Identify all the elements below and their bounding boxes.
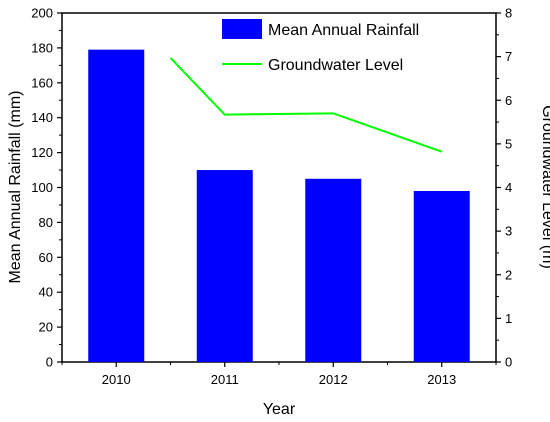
y-left-tick-label-100: 100 <box>31 180 53 195</box>
y-right-tick-label-8: 8 <box>505 6 512 21</box>
groundwater-line <box>169 57 443 153</box>
x-tick-label-2013: 2013 <box>427 372 456 387</box>
y-right-tick-label-5: 5 <box>505 136 512 151</box>
bar-2011 <box>196 170 253 362</box>
legend-label-groundwater: Groundwater Level <box>268 57 403 74</box>
legend-swatch-rainfall <box>222 19 262 39</box>
bars-layer <box>88 49 470 363</box>
y-left-tick-label-200: 200 <box>31 6 53 21</box>
y-right-tick-label-3: 3 <box>505 224 512 239</box>
y-left-tick-label-80: 80 <box>39 215 53 230</box>
bar-2013 <box>413 190 470 362</box>
y-left-tick-label-60: 60 <box>39 250 53 265</box>
line-layer <box>169 57 443 153</box>
x-tick-label-2010: 2010 <box>102 372 131 387</box>
y-right-tick-label-0: 0 <box>505 355 512 370</box>
x-axis-title: Year <box>263 401 296 418</box>
y-right-tick-label-1: 1 <box>505 311 512 326</box>
y-left-tick-label-120: 120 <box>31 145 53 160</box>
y-left-axis-title: Mean Annual Rainfall (mm) <box>7 91 24 284</box>
legend: Mean Annual Rainfall Groundwater Level <box>222 19 419 74</box>
y-left-tick-label-20: 20 <box>39 320 53 335</box>
y-left-tick-label-140: 140 <box>31 110 53 125</box>
y-left-tick-label-180: 180 <box>31 40 53 55</box>
x-tick-label-2012: 2012 <box>319 372 348 387</box>
x-tick-label-2011: 2011 <box>211 372 239 387</box>
legend-label-rainfall: Mean Annual Rainfall <box>268 22 419 39</box>
y-left-tick-label-40: 40 <box>39 285 53 300</box>
axes-layer: 0 20 40 60 80 100 120 140 160 180 200 0 1 2 3 4 5 6 7 8 2010… <box>31 6 512 388</box>
y-right-tick-label-2: 2 <box>505 267 512 282</box>
y-right-tick-label-7: 7 <box>505 49 512 64</box>
y-left-tick-label-0: 0 <box>46 355 53 370</box>
y-right-tick-label-6: 6 <box>505 93 512 108</box>
y-left-tick-label-160: 160 <box>31 75 53 90</box>
bar-2012 <box>305 178 362 362</box>
y-right-tick-label-4: 4 <box>505 180 512 195</box>
bar-2010 <box>88 49 145 363</box>
y-right-axis-title: Groundwater Level (m) <box>539 105 550 269</box>
